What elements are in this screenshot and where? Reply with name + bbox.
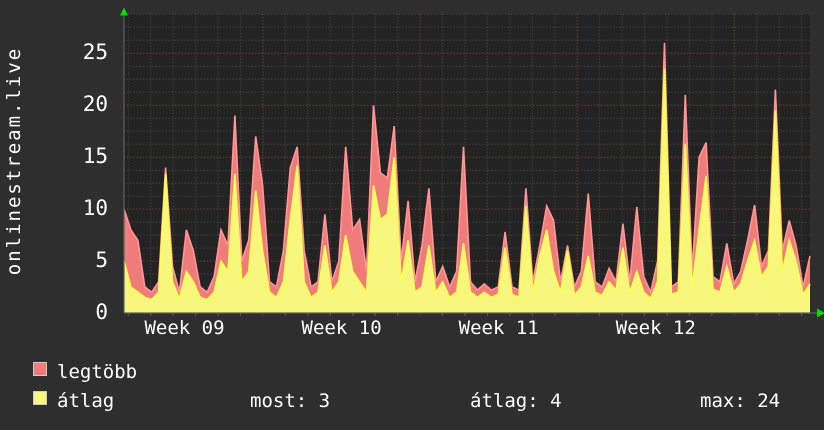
- y-axis-arrow-icon: [120, 7, 128, 16]
- series-line-legtobb: [123, 42, 811, 295]
- stat-max: max: 24: [700, 390, 781, 412]
- stat-most: most: 3: [250, 390, 331, 412]
- x-tick-label: Week 12: [615, 317, 696, 339]
- x-tick-label: Week 09: [144, 317, 225, 339]
- x-axis-day-ticks: [127, 313, 803, 316]
- legend-swatch-legtobb: [33, 362, 47, 376]
- y-tick-label: 25: [82, 40, 108, 65]
- series-area-atlag: [124, 68, 810, 314]
- y-tick-label: 0: [95, 300, 108, 325]
- axes: [123, 15, 817, 314]
- legend-label-legtobb: legtöbb: [57, 361, 138, 383]
- x-tick-label: Week 10: [301, 317, 382, 339]
- y-tick-label: 5: [95, 248, 108, 273]
- legend-swatch-atlag: [33, 391, 47, 405]
- chart-canvas: [120, 7, 824, 318]
- y-tick-label: 20: [82, 92, 108, 117]
- series-line-atlag: [123, 68, 811, 302]
- y-tick-label: 15: [82, 144, 108, 169]
- legend-label-atlag: átlag: [57, 390, 115, 412]
- x-axis-arrow-icon: [817, 308, 824, 318]
- stat-atlag: átlag: 4: [470, 390, 562, 412]
- x-tick-label: Week 11: [458, 317, 539, 339]
- y-tick-label: 10: [82, 196, 108, 221]
